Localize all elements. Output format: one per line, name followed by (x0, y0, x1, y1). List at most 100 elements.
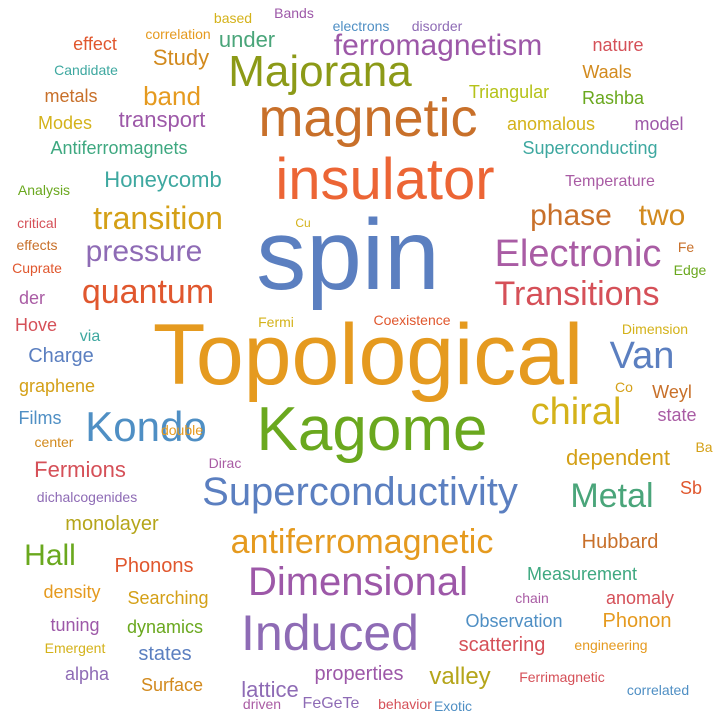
word-spin: spin (256, 199, 440, 311)
word-observation: Observation (465, 611, 563, 631)
word-graphene: graphene (18, 376, 96, 396)
word-scattering: scattering (458, 634, 546, 656)
word-band: band (143, 81, 201, 111)
word-dimension: Dimension (621, 321, 689, 337)
word-waals: Waals (582, 62, 632, 82)
word-cuprate: Cuprate (12, 260, 62, 276)
word-monolayer: monolayer (65, 513, 159, 535)
word-emergent: Emergent (44, 640, 106, 656)
word-kagome: Kagome (256, 395, 488, 464)
word-candidate: Candidate (54, 62, 118, 78)
word-dichalcogenides: dichalcogenides (36, 489, 138, 505)
word-double: double (160, 422, 204, 438)
word-tuning: tuning (50, 615, 100, 635)
word-charge: Charge (28, 345, 94, 367)
word-pressure: pressure (85, 235, 203, 268)
word-topological: Topological (152, 307, 584, 403)
word-study: Study (152, 45, 210, 70)
word-van: Van (609, 335, 675, 377)
word-magnetic: magnetic (258, 88, 478, 148)
word-rashba: Rashba (581, 88, 645, 108)
word-chain: chain (515, 590, 549, 606)
word-analysis: Analysis (17, 182, 71, 198)
word-effect: effect (73, 34, 117, 54)
word-properties: properties (314, 663, 404, 685)
word-fegete: FeGeTe (302, 695, 360, 712)
word-phonon: Phonon (602, 610, 672, 632)
word-edge: Edge (673, 262, 707, 278)
word-temperature: Temperature (565, 173, 655, 190)
word-via: via (79, 328, 101, 345)
word-bands: Bands (274, 5, 314, 21)
word-anomalous: anomalous (506, 114, 596, 134)
word-phonons: Phonons (114, 555, 194, 577)
word-surface: Surface (140, 675, 204, 695)
word-majorana: Majorana (228, 47, 412, 96)
word-searching: Searching (127, 588, 209, 608)
word-fermi: Fermi (258, 314, 294, 330)
word-state: state (657, 405, 697, 425)
word-correlation: correlation (145, 26, 211, 42)
word-exotic: Exotic (433, 698, 473, 714)
word-hubbard: Hubbard (581, 531, 659, 553)
word-metal: Metal (570, 477, 654, 515)
word-dependent: dependent (566, 445, 670, 470)
word-films: Films (18, 408, 62, 428)
word-electrons: electrons (332, 18, 390, 34)
word-transition: transition (93, 200, 223, 236)
word-weyl: Weyl (652, 382, 692, 402)
word-insulator: insulator (275, 147, 495, 212)
word-effects: effects (16, 237, 58, 253)
word-ba: Ba (695, 439, 713, 455)
word-states: states (138, 643, 192, 665)
word-density: density (43, 582, 101, 602)
word-critical: critical (17, 215, 57, 231)
word-measurement: Measurement (526, 564, 638, 584)
word-engineering: engineering (574, 637, 648, 653)
word-metals: metals (44, 86, 98, 106)
word-antiferromagnetic: antiferromagnetic (230, 523, 494, 561)
word-behavior: behavior (378, 696, 432, 712)
word-disorder: disorder (411, 18, 463, 34)
word-triangular: Triangular (468, 82, 550, 102)
word-der: der (18, 288, 46, 308)
word-transport: transport (118, 107, 206, 132)
word-co: Co (615, 379, 633, 395)
word-modes: Modes (37, 113, 93, 133)
word-center: center (34, 434, 74, 450)
word-ferromagnetism: ferromagnetism (333, 29, 543, 62)
word-dirac: Dirac (208, 455, 242, 471)
word-fe: Fe (677, 239, 695, 255)
word-fermions: Fermions (34, 457, 126, 482)
word-chiral: chiral (530, 391, 622, 433)
word-honeycomb: Honeycomb (104, 167, 222, 192)
word-hall: Hall (24, 539, 76, 572)
word-superconducting: Superconducting (522, 138, 658, 158)
word-ferrimagnetic: Ferrimagnetic (519, 669, 605, 685)
word-anomaly: anomaly (605, 588, 675, 608)
word-cu: Cu (295, 216, 311, 230)
word-model: model (634, 114, 684, 134)
word-hove: Hove (14, 315, 58, 335)
word-induced: Induced (241, 605, 419, 661)
word-quantum: quantum (81, 273, 215, 311)
word-under: under (218, 27, 276, 52)
word-correlated: correlated (626, 682, 690, 698)
word-nature: nature (592, 35, 644, 55)
word-dynamics: dynamics (126, 617, 204, 637)
word-lattice: lattice (241, 677, 299, 702)
word-antiferromagnets: Antiferromagnets (50, 138, 188, 158)
word-kondo: Kondo (85, 403, 207, 450)
word-driven: driven (242, 696, 282, 712)
word-based: based (213, 10, 253, 26)
word-valley: valley (429, 663, 491, 690)
word-alpha: alpha (64, 664, 110, 684)
word-sb: Sb (679, 478, 703, 498)
word-transitions: Transitions (494, 275, 660, 313)
word-superconductivity: Superconductivity (202, 470, 518, 514)
word-phase: phase (530, 199, 612, 232)
word-two: two (638, 199, 686, 232)
word-dimensional: Dimensional (247, 560, 469, 604)
word-coexistence: Coexistence (373, 312, 451, 328)
